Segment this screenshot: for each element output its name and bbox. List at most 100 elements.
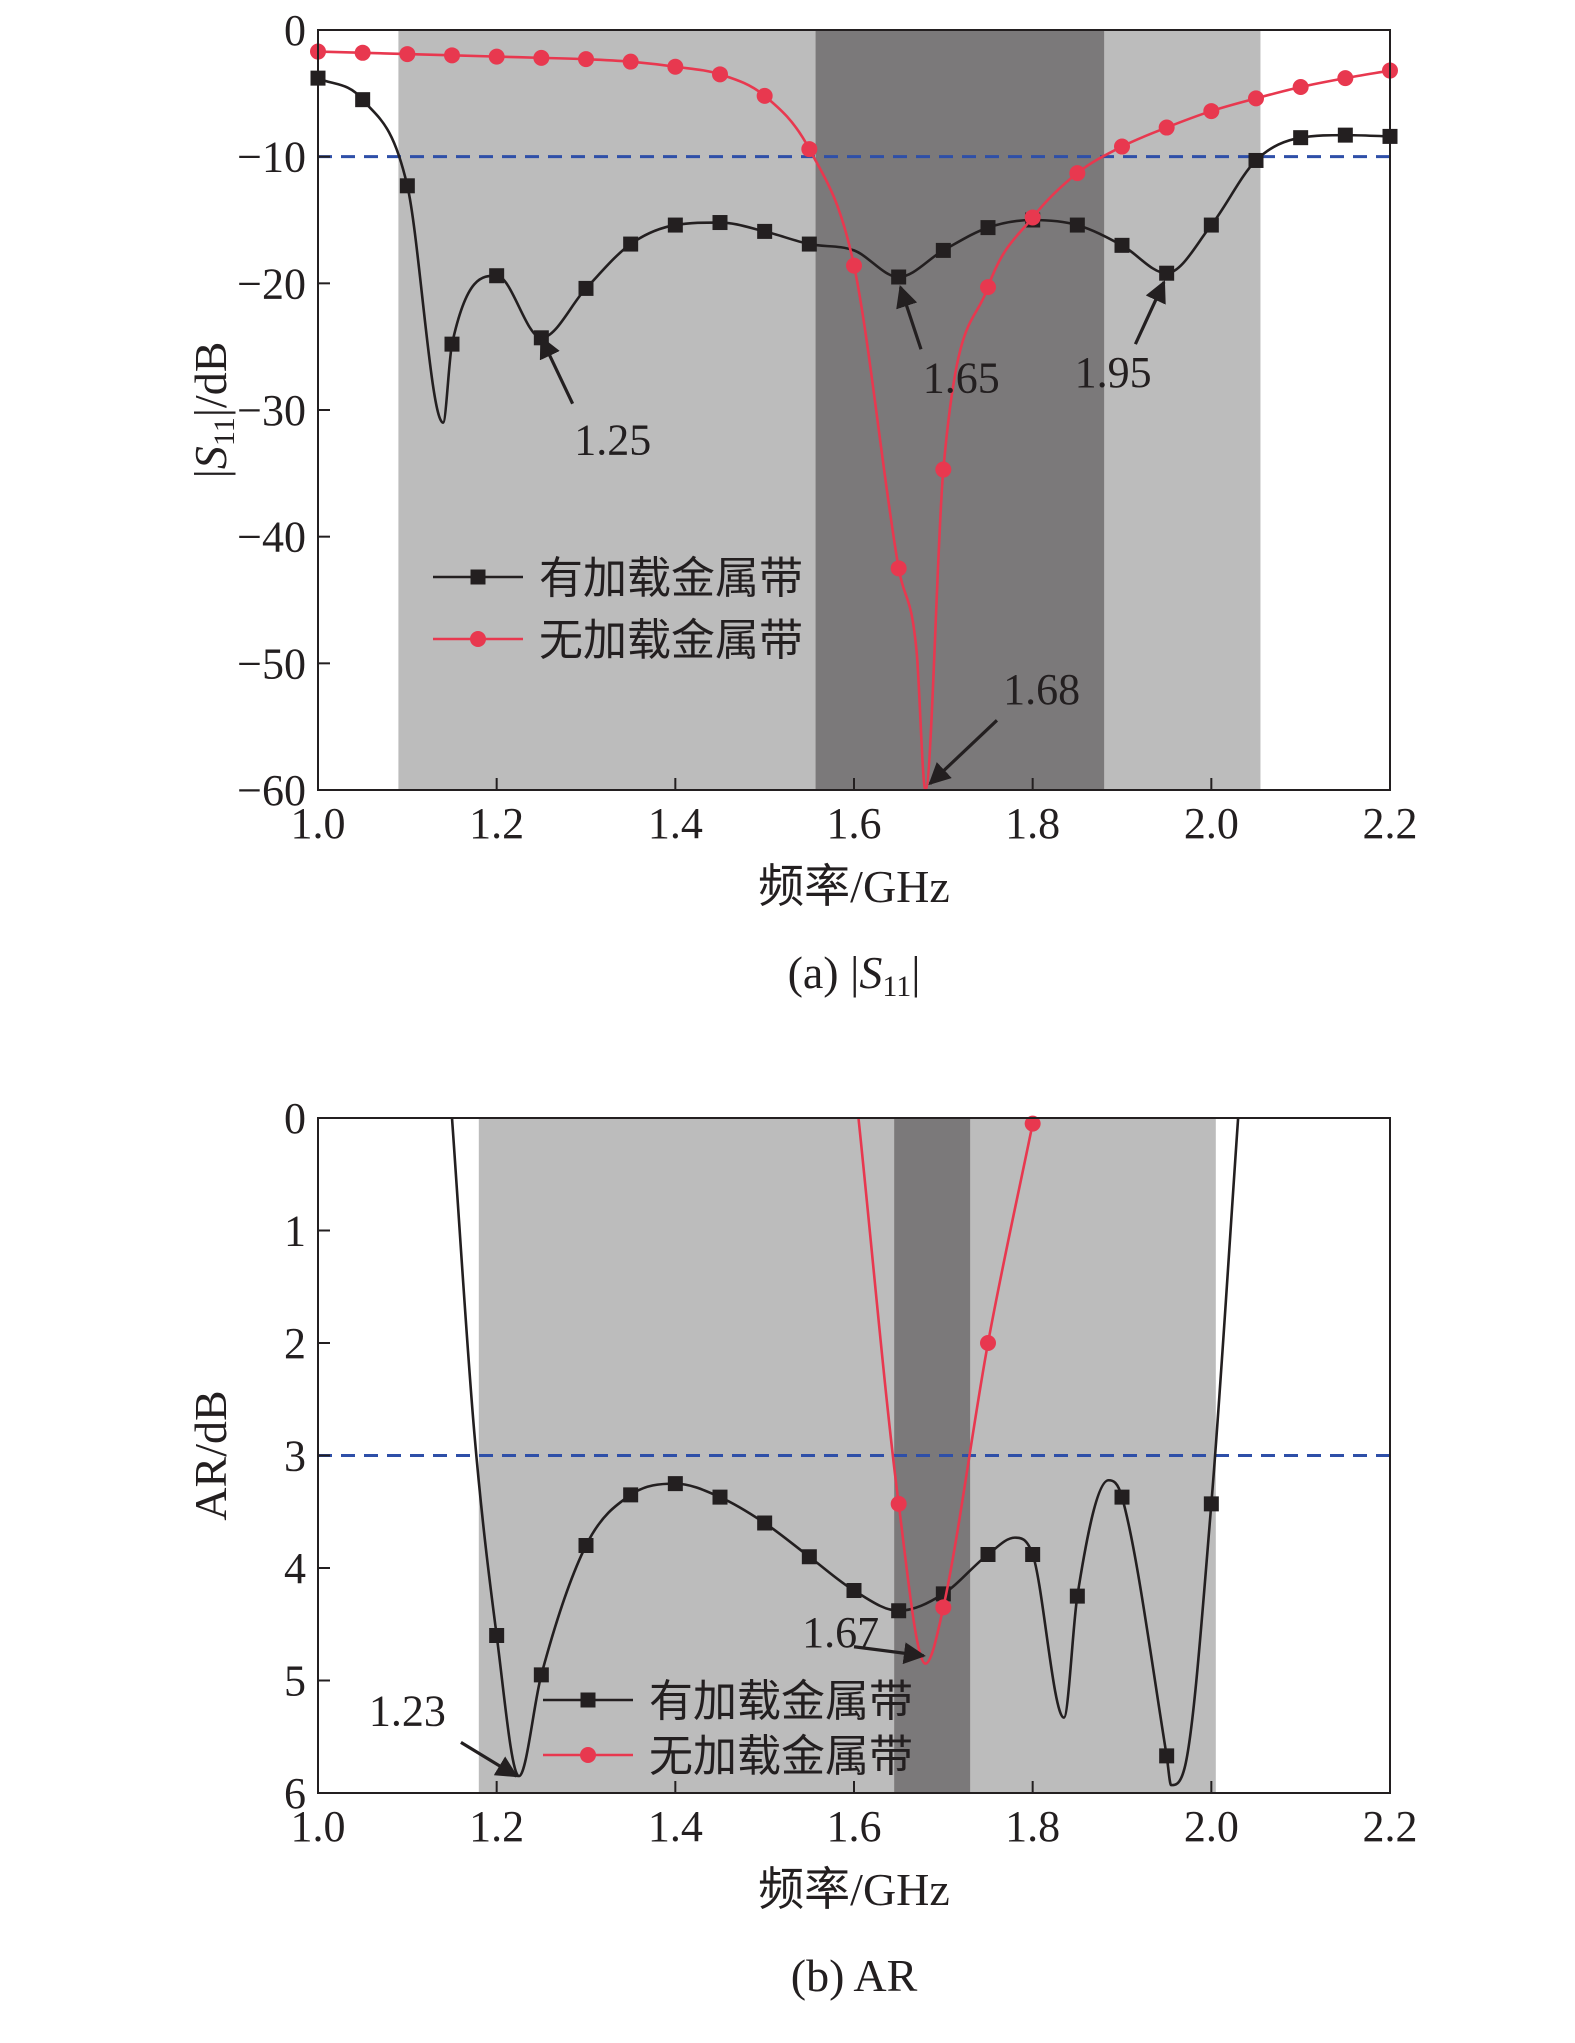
chart-a-circle-marker-1 — [354, 44, 371, 61]
chart-a-caption-prefix: (a) | — [788, 947, 860, 998]
chart-b-y-tick-label-2: 2 — [284, 1319, 306, 1368]
chart-a-square-marker-20 — [1248, 152, 1264, 168]
chart-a-square-marker-17 — [1114, 237, 1130, 253]
chart-a-circle-marker-20 — [1203, 103, 1220, 120]
chart-b-square-marker-15 — [1159, 1748, 1175, 1764]
chart-b-legend-label-0: 有加载金属带 — [649, 1677, 913, 1726]
chart-b-annotation-arrow-1 — [853, 1642, 926, 1665]
chart-a-y-tick-label-2: −20 — [237, 259, 306, 308]
chart-a-square-marker-1 — [355, 92, 371, 108]
chart-b-x-axis-label: 频率/GHz — [758, 1864, 950, 1915]
chart-b-x-tick-label-6: 2.2 — [1363, 1802, 1418, 1851]
chart-a-annotation-arrow-2 — [1133, 280, 1166, 345]
chart-a-square-marker-9 — [712, 215, 728, 231]
chart-axial-ratio: 1.0 1.2 1.4 1.6 1.8 2.0 2.2 0 1 2 3 4 5 6 频率/GHz AR/dB (… — [185, 1094, 1418, 2001]
chart-a-circle-marker-14 — [935, 461, 952, 478]
chart-a-square-marker-2 — [399, 178, 415, 194]
chart-b-legend-square-marker — [580, 1692, 596, 1708]
chart-b-square-marker-16 — [1203, 1496, 1219, 1512]
chart-b-circle-marker-1 — [935, 1599, 952, 1616]
chart-b-caption: (b) AR — [791, 1950, 918, 2001]
chart-a-circle-marker-13 — [890, 560, 907, 577]
chart-a-y-tick-label-6: −60 — [237, 766, 306, 815]
chart-a-x-tick-label-2: 1.4 — [648, 799, 703, 848]
chart-a-y-axis-label-suffix: |/dB — [185, 342, 236, 418]
chart-a-annotation-arrow-0 — [539, 335, 575, 405]
chart-b-y-axis-label: AR/dB — [185, 1390, 236, 1520]
chart-b-square-marker-7 — [801, 1549, 817, 1565]
chart-a-annotation-arrow-1 — [896, 285, 923, 350]
chart-a-x-tick-label-6: 2.2 — [1363, 799, 1418, 848]
chart-a-square-marker-14 — [980, 220, 996, 236]
chart-a-y-axis-label-prefix: | — [185, 469, 236, 478]
chart-a-y-tick-label-5: −50 — [237, 639, 306, 688]
chart-b-square-marker-5 — [712, 1489, 728, 1505]
chart-b-series-line-1 — [857, 1118, 1034, 1665]
chart-b-square-marker-3 — [623, 1487, 639, 1503]
chart-a-square-marker-21 — [1293, 130, 1309, 146]
chart-b-square-marker-9 — [891, 1603, 907, 1619]
chart-b-square-marker-14 — [1114, 1489, 1130, 1505]
chart-b-square-marker-11 — [980, 1547, 996, 1562]
chart-a-y-axis-label: |S11|/dB — [185, 342, 241, 479]
chart-a-x-tick-label-4: 1.8 — [1005, 799, 1060, 848]
chart-a-circle-marker-11 — [801, 141, 818, 158]
chart-b-x-tick-label-3: 1.6 — [827, 1802, 882, 1851]
chart-b-square-marker-12 — [1025, 1547, 1041, 1562]
chart-a-annotation-arrow-3 — [928, 719, 999, 786]
chart-b-x-tick-label-2: 1.4 — [648, 1802, 703, 1851]
chart-a-square-marker-19 — [1203, 217, 1219, 233]
chart-a-y-tick-label-1: −10 — [237, 133, 306, 182]
chart-b-x-tick-label-4: 1.8 — [1005, 1802, 1060, 1851]
chart-a-circle-marker-10 — [756, 87, 773, 104]
chart-b-square-marker-2 — [578, 1538, 594, 1553]
chart-a-y-axis-label-sub: 11 — [208, 417, 241, 446]
chart-a-circle-marker-18 — [1114, 138, 1130, 155]
chart-a-circle-marker-23 — [1337, 70, 1354, 87]
chart-b-square-marker-0 — [489, 1628, 505, 1643]
chart-a-y-tick-label-4: −40 — [237, 513, 306, 562]
chart-a-circle-marker-8 — [667, 58, 684, 75]
chart-b-square-marker-6 — [757, 1515, 773, 1531]
chart-b-circle-marker-3 — [1024, 1115, 1041, 1132]
chart-a-square-marker-8 — [667, 217, 683, 233]
chart-a-annotation-label-3: 1.68 — [1003, 665, 1080, 714]
chart-a-legend-circle-marker — [470, 631, 486, 647]
chart-b-y-tick-label-5: 5 — [284, 1657, 306, 1706]
chart-b-y-tick-label-4: 4 — [284, 1544, 306, 1593]
chart-b-square-marker-10 — [935, 1586, 951, 1602]
chart-a-annotation-label-1: 1.65 — [923, 353, 1000, 402]
chart-a-circle-marker-4 — [488, 48, 505, 65]
chart-a-circle-marker-22 — [1292, 79, 1309, 95]
chart-a-y-tick-label-0: 0 — [284, 6, 306, 55]
chart-a-square-marker-7 — [623, 236, 639, 252]
chart-b-x-tick-label-0: 1.0 — [291, 1802, 346, 1851]
chart-a-caption-sub: 11 — [882, 970, 911, 1003]
chart-s11: 1.0 1.2 1.4 1.6 1.8 2.0 2.2 0 −10 −20 −30 −40 −50 −60… — [185, 6, 1418, 1003]
chart-b-legend-circle-marker — [580, 1747, 596, 1763]
chart-a-x-tick-label-0: 1.0 — [291, 799, 346, 848]
chart-a-square-marker-11 — [801, 236, 817, 252]
chart-a-square-marker-18 — [1159, 265, 1175, 281]
chart-b-y-tick-label-0: 0 — [284, 1094, 306, 1143]
chart-a-y-axis-label-main: S — [185, 446, 236, 469]
chart-a-circle-marker-9 — [712, 66, 728, 83]
chart-a-annotation-label-2: 1.95 — [1075, 348, 1152, 397]
chart-a-square-marker-16 — [1069, 217, 1085, 233]
chart-a-circle-marker-3 — [444, 47, 460, 64]
chart-b-annotation-label-1: 1.67 — [802, 1608, 879, 1657]
chart-b-x-tick-label-1: 1.2 — [469, 1802, 524, 1851]
chart-a-caption-suffix: | — [911, 947, 920, 998]
chart-a-circle-marker-15 — [980, 279, 996, 296]
chart-a-square-marker-6 — [578, 280, 594, 296]
chart-b-y-tick-label-1: 1 — [284, 1207, 306, 1256]
chart-a-y-tick-label-3: −30 — [237, 386, 306, 435]
chart-b-annotation-arrow-0 — [460, 1741, 519, 1778]
chart-a-circle-marker-16 — [1024, 209, 1041, 226]
chart-a-square-marker-3 — [444, 336, 460, 352]
chart-a-square-marker-10 — [757, 223, 773, 239]
chart-a-square-marker-12 — [891, 269, 907, 285]
chart-a-circle-marker-19 — [1158, 119, 1175, 136]
chart-a-legend-square-marker — [470, 569, 486, 585]
